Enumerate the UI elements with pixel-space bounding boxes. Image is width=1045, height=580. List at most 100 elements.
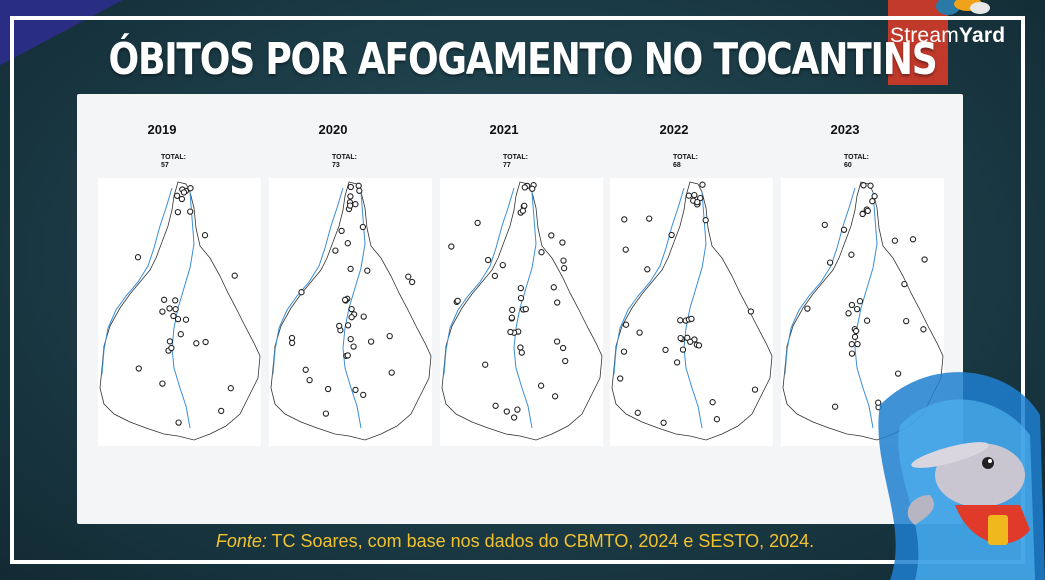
drowning-point: [864, 207, 871, 215]
drowning-point: [474, 219, 481, 227]
drowning-point: [324, 385, 332, 393]
drowning-point: [172, 306, 179, 313]
drowning-point: [691, 191, 698, 199]
river-west: [784, 187, 856, 375]
drowning-point: [344, 322, 352, 329]
map-image: [269, 178, 432, 446]
drowning-point: [174, 315, 182, 323]
map-2020: 2020 TOTAL: 73: [248, 94, 432, 524]
map-image: [440, 178, 603, 446]
drowning-point: [352, 386, 359, 394]
drowning-point: [826, 259, 834, 266]
drowning-point: [168, 344, 175, 352]
drowning-point: [175, 419, 182, 426]
drowning-point: [687, 338, 694, 345]
drowning-point: [507, 328, 514, 336]
drowning-point: [360, 391, 367, 399]
drowning-point: [677, 317, 684, 324]
drowning-point: [491, 272, 499, 280]
map-year: 2023: [830, 122, 860, 137]
drowning-point: [166, 305, 173, 312]
map-total: TOTAL: 73: [332, 154, 357, 170]
map-image: [781, 178, 944, 446]
total-label: TOTAL:: [844, 154, 870, 161]
drowning-point: [529, 185, 536, 192]
drowning-point: [170, 312, 177, 320]
drowning-point: [347, 335, 354, 343]
drowning-point: [617, 375, 624, 382]
drowning-point: [851, 333, 859, 341]
drowning-point: [685, 192, 693, 199]
drowning-point: [856, 298, 864, 305]
source-label: Fonte:: [215, 531, 267, 551]
drowning-point: [306, 376, 313, 384]
drowning-point: [166, 338, 174, 345]
drowning-point: [302, 366, 309, 373]
drowning-point: [514, 406, 521, 413]
streamyard-logo: StreamYard: [890, 24, 1005, 48]
drowning-point: [891, 237, 899, 244]
drowning-point: [408, 278, 416, 286]
bird-mascot-icon: [936, 0, 990, 15]
drowning-point: [903, 317, 910, 325]
drowning-point: [359, 223, 367, 231]
drowning-point: [559, 239, 566, 246]
drowning-point: [355, 182, 362, 189]
drowning-point: [713, 416, 721, 423]
drowning-point: [499, 261, 506, 269]
state-outline: [99, 181, 261, 441]
drowning-point: [159, 380, 166, 387]
slide-frame: [10, 16, 1025, 564]
logo-prefix: Stream: [890, 24, 959, 47]
state-outline: [611, 181, 773, 441]
drowning-point: [508, 314, 516, 321]
drowning-point: [347, 193, 354, 200]
drowning-point: [182, 316, 190, 323]
drowning-point: [348, 314, 355, 321]
river-west: [613, 187, 685, 375]
drowning-point: [867, 182, 874, 189]
drowning-point: [177, 331, 184, 338]
drowning-point: [347, 265, 354, 273]
drowning-point: [522, 305, 529, 313]
drowning-point: [859, 210, 866, 218]
total-value: 60: [844, 162, 852, 169]
map-total: TOTAL: 68: [673, 154, 698, 170]
drowning-point: [173, 192, 181, 199]
drowning-point: [517, 344, 524, 351]
drowning-point: [901, 280, 908, 288]
drowning-point: [560, 265, 568, 272]
map-total: TOTAL: 60: [844, 154, 869, 170]
river-east: [342, 191, 366, 429]
map-2019: 2019 TOTAL: 57: [77, 94, 261, 524]
drowning-point: [860, 182, 867, 189]
drowning-point: [484, 256, 492, 264]
source-caption: Fonte: TC Soares, com base nos dados do …: [0, 531, 1030, 552]
drowning-point: [848, 350, 856, 357]
brand-red-bar: [888, 0, 948, 85]
drowning-point: [909, 236, 917, 243]
map-year: 2020: [318, 122, 348, 137]
drowning-point: [346, 202, 354, 209]
drowning-point: [227, 385, 234, 392]
drowning-point: [517, 284, 524, 292]
drowning-point: [660, 419, 667, 426]
drowning-point: [367, 338, 375, 345]
drowning-point: [709, 399, 716, 406]
drowning-point: [751, 386, 759, 393]
drowning-point: [338, 227, 345, 235]
map-total: TOTAL: 77: [503, 154, 528, 170]
river-east: [513, 191, 537, 429]
drowning-point: [174, 208, 182, 216]
drowning-point: [160, 296, 168, 303]
map-image: [98, 178, 261, 446]
drowning-point: [482, 361, 489, 368]
river-west: [443, 187, 515, 375]
total-label: TOTAL:: [503, 154, 529, 161]
drowning-point: [853, 305, 861, 313]
drowning-point: [187, 185, 194, 192]
drowning-point: [845, 310, 852, 317]
river-east: [854, 191, 878, 429]
drowning-point: [509, 306, 516, 314]
state-outline: [782, 181, 944, 441]
